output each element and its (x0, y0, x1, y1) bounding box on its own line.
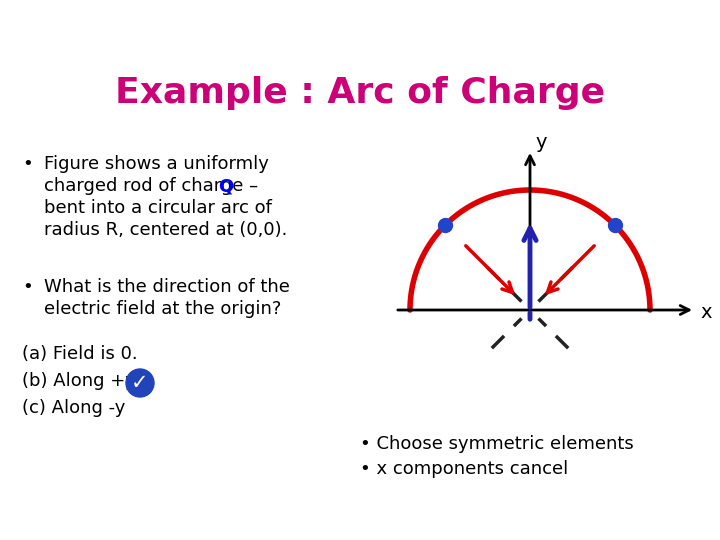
Text: x: x (700, 303, 711, 322)
Text: (c) Along -y: (c) Along -y (22, 399, 125, 417)
Text: Example : Arc of Charge: Example : Arc of Charge (115, 76, 605, 110)
Text: (a) Field is 0.: (a) Field is 0. (22, 345, 138, 363)
Text: y: y (535, 132, 546, 152)
Circle shape (126, 369, 154, 397)
Text: Figure shows a uniformly: Figure shows a uniformly (44, 155, 269, 173)
Text: •: • (22, 155, 32, 173)
Text: electric field at the origin?: electric field at the origin? (44, 300, 282, 318)
Text: Q: Q (218, 177, 233, 195)
Text: What is the direction of the: What is the direction of the (44, 278, 290, 296)
Text: bent into a circular arc of: bent into a circular arc of (44, 199, 272, 217)
Text: charged rod of charge –: charged rod of charge – (44, 177, 258, 195)
Text: • Choose symmetric elements: • Choose symmetric elements (360, 435, 634, 453)
Text: • x components cancel: • x components cancel (360, 460, 568, 478)
Text: (b) Along +y: (b) Along +y (22, 372, 136, 390)
Text: ✓: ✓ (131, 373, 149, 393)
Text: radius R, centered at (0,0).: radius R, centered at (0,0). (44, 221, 287, 239)
Text: •: • (22, 278, 32, 296)
